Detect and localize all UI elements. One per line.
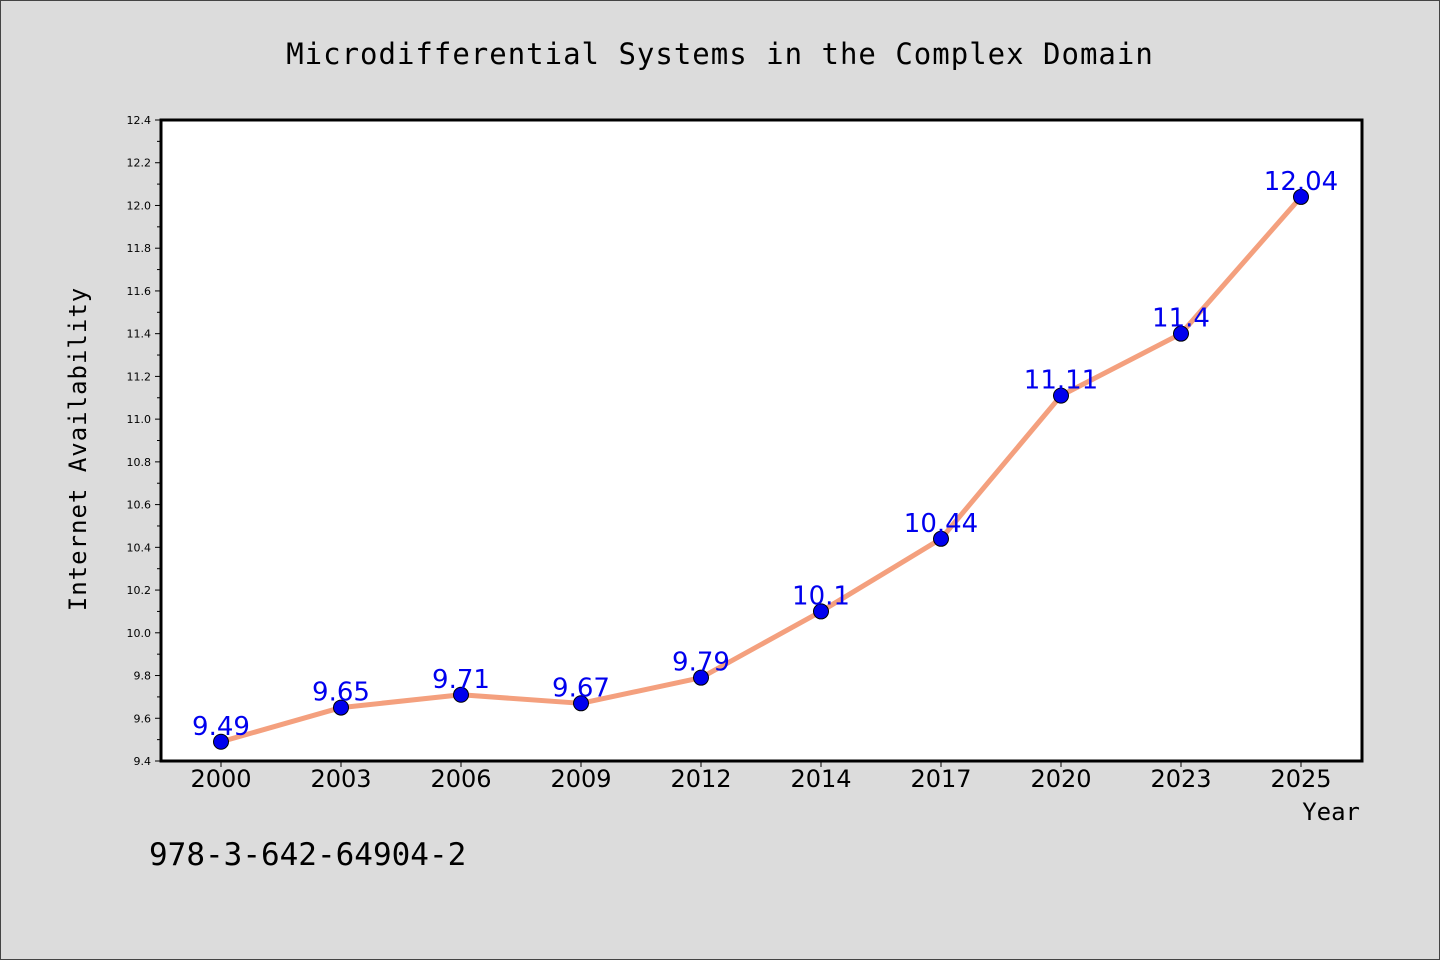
data-label: 9.79	[672, 648, 730, 678]
data-label: 10.44	[904, 509, 978, 539]
data-label: 9.49	[192, 712, 250, 742]
y-axis-label: Internet Availability	[64, 287, 92, 611]
data-point	[1053, 387, 1069, 404]
x-tick-label: 2000	[190, 765, 251, 793]
y-tick-label: 10.6	[127, 499, 152, 512]
data-label: 9.71	[432, 665, 490, 695]
y-tick-label: 12.4	[127, 114, 152, 127]
y-tick-label: 11.8	[127, 242, 152, 255]
y-tick-label: 11.4	[127, 328, 152, 341]
data-label: 11.11	[1024, 366, 1098, 396]
data-point	[933, 530, 949, 547]
data-point	[693, 669, 709, 686]
series-line	[220, 195, 1303, 745]
y-tick-label: 11.2	[127, 370, 152, 383]
y-tick-label: 12.2	[127, 157, 152, 170]
y-tick-label: 11.0	[127, 413, 152, 426]
y-tick-label: 12.0	[127, 199, 152, 212]
y-axis: 9.4 9.6 9.8 10.0 10.2 10.4 10.6 10.8 11.0 11.2 11.…	[127, 114, 161, 768]
data-label: 9.67	[552, 673, 610, 703]
y-tick-label: 11.6	[127, 285, 152, 298]
data-point	[333, 699, 349, 716]
x-tick-label: 2014	[790, 765, 851, 793]
y-tick-label: 10.0	[127, 627, 152, 640]
x-axis-label: Year	[1302, 798, 1360, 826]
y-tick-label: 10.4	[127, 541, 152, 554]
x-tick-label: 2006	[430, 765, 491, 793]
footer-isbn: 978-3-642-64904-2	[149, 837, 466, 873]
x-tick-label: 2023	[1150, 765, 1211, 793]
data-label: 10.1	[792, 581, 850, 611]
y-tick-label: 10.2	[127, 584, 152, 597]
plot-area	[159, 118, 1364, 763]
y-tick-label: 9.6	[134, 712, 152, 725]
y-tick-label: 9.4	[134, 755, 152, 768]
x-tick-label: 2017	[910, 765, 971, 793]
data-label: 9.65	[312, 678, 370, 708]
y-tick-label: 10.8	[127, 456, 152, 469]
x-tick-label: 2012	[670, 765, 731, 793]
data-point	[213, 733, 229, 750]
y-tick-label: 9.8	[134, 670, 152, 683]
x-tick-label: 2003	[310, 765, 371, 793]
chart-title: Microdifferential Systems in the Complex…	[286, 37, 1154, 71]
series: 9.49 9.65 9.71 9.67 9.79 10.1 10.44 11.11 11.4 12…	[192, 167, 1338, 750]
data-label: 11.4	[1152, 304, 1210, 334]
x-tick-label: 2020	[1030, 765, 1091, 793]
x-tick-label: 2009	[550, 765, 611, 793]
data-point	[813, 603, 829, 620]
x-axis: 2000 2003 2006 2009 2012 2014 2017 2020 2023 2025	[190, 761, 1332, 793]
data-label: 12.04	[1264, 167, 1338, 197]
data-point	[1293, 188, 1309, 205]
data-point	[1173, 325, 1189, 342]
x-tick-label: 2025	[1270, 765, 1331, 793]
data-point	[573, 695, 589, 712]
data-point	[453, 686, 469, 703]
